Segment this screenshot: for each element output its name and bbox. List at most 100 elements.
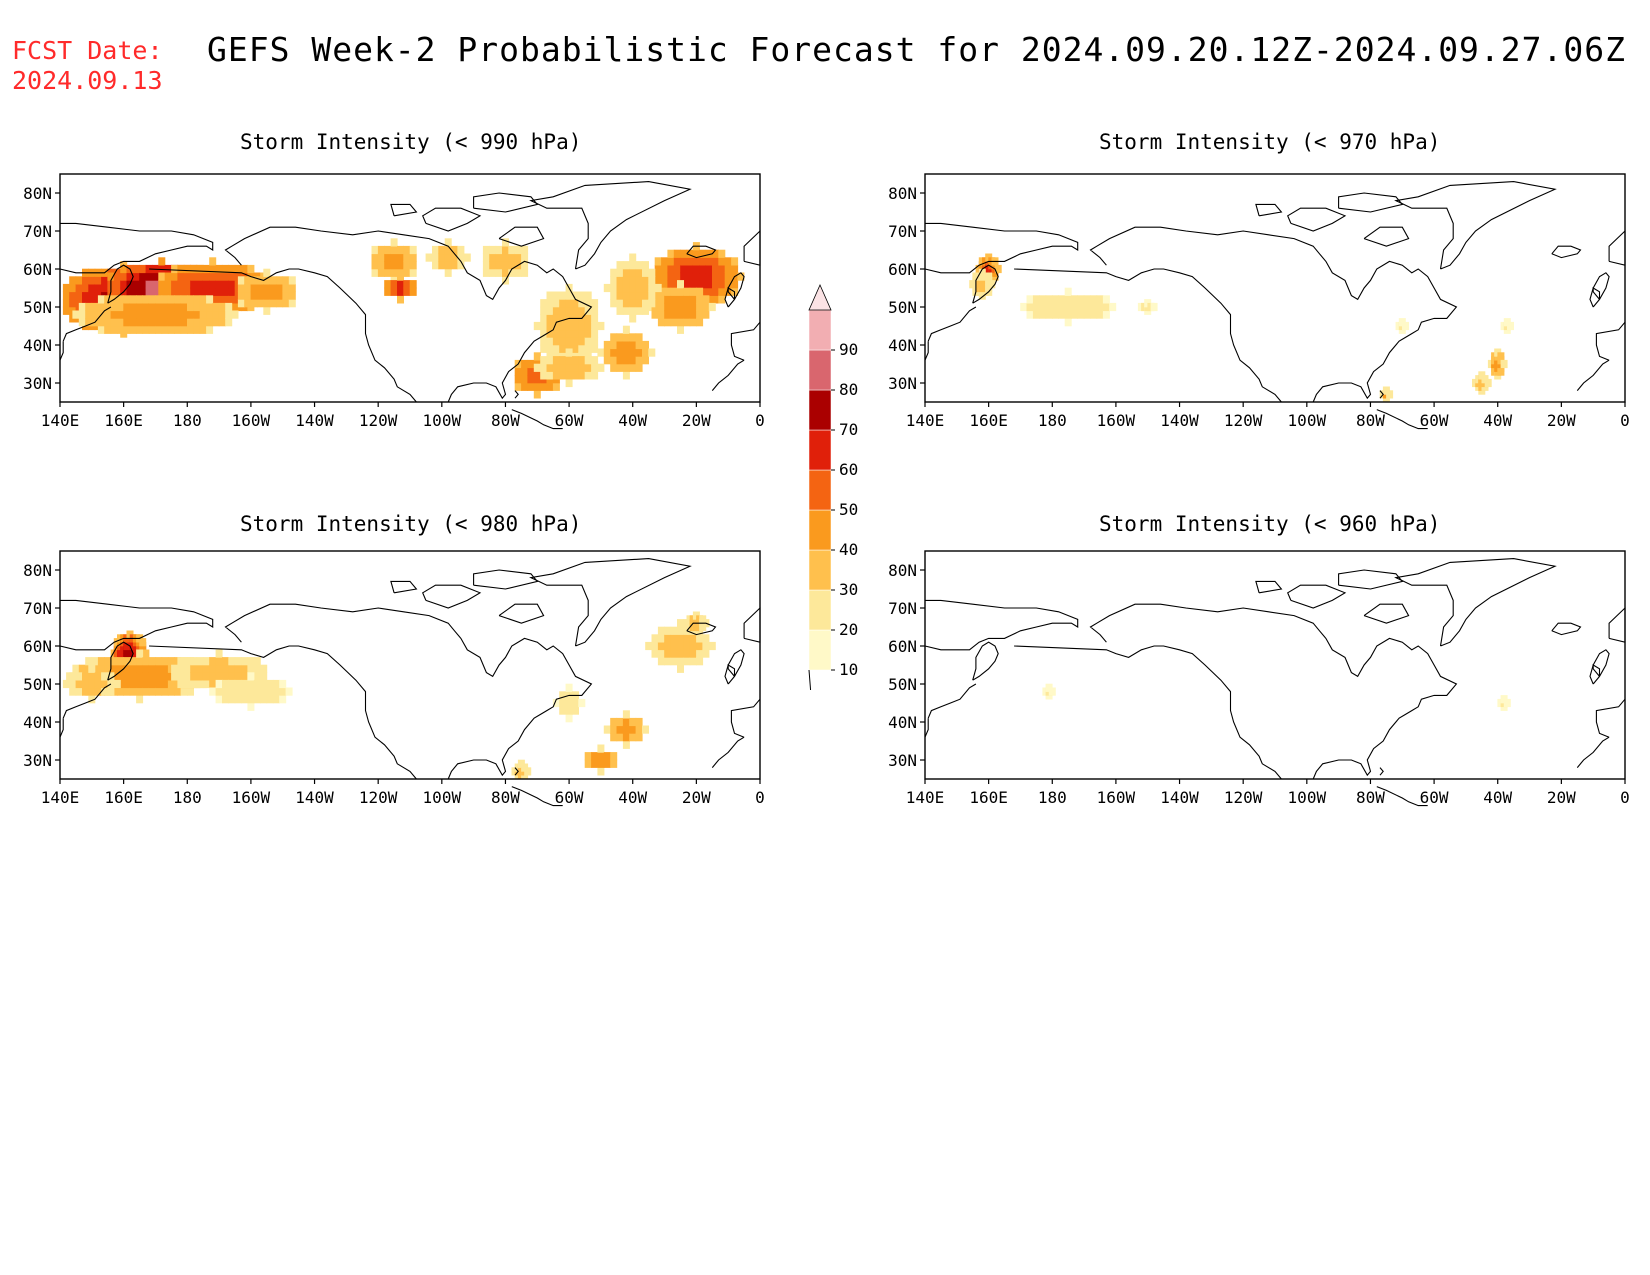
probability-cell [686, 264, 694, 274]
probability-cell [222, 664, 229, 673]
probability-cell [218, 302, 226, 312]
probability-cell [247, 657, 255, 666]
probability-cell [126, 287, 134, 296]
probability-cell [670, 634, 678, 643]
lon-tick-label: 0 [1620, 788, 1630, 807]
probability-cell [673, 249, 681, 258]
probability-cell [206, 325, 214, 334]
lon-tick-label: 160W [232, 788, 271, 807]
probability-cell [584, 329, 592, 338]
probability-cell [397, 253, 404, 262]
panel-title-970: Storm Intensity (< 970 hPa) [1099, 130, 1441, 154]
probability-cell [629, 291, 637, 300]
probability-cell [677, 649, 684, 658]
probability-cell [540, 299, 548, 308]
probability-cell [148, 657, 156, 666]
probability-cell [444, 268, 452, 277]
probability-cell [215, 664, 223, 673]
probability-cell [167, 310, 175, 319]
probability-cell [269, 283, 277, 293]
lon-tick-label: 140E [41, 788, 80, 807]
coastline [1287, 207, 1347, 232]
probability-cell [696, 657, 704, 666]
probability-cell [260, 664, 268, 673]
probability-cell [241, 679, 249, 689]
probability-cell [117, 657, 124, 666]
coastline [727, 664, 736, 677]
probability-cell [215, 657, 223, 666]
probability-cell [670, 649, 678, 658]
probability-cell [578, 344, 586, 353]
probability-cell [145, 272, 153, 281]
colorbar-bin [808, 469, 832, 511]
probability-cell [677, 280, 684, 289]
probability-cell [129, 672, 137, 681]
probability-cell [269, 299, 277, 308]
probability-cell [527, 382, 535, 391]
probability-cell [737, 272, 745, 281]
probability-cell [129, 325, 137, 334]
probability-cell [629, 733, 637, 742]
probability-cell [187, 295, 194, 304]
coastline [730, 698, 761, 738]
probability-cell [110, 318, 118, 327]
probability-cell [164, 272, 172, 281]
probability-cell [263, 276, 271, 285]
probability-field [969, 253, 1514, 403]
probability-cell [215, 295, 223, 304]
coastline [1338, 192, 1404, 213]
probability-cell [635, 261, 643, 270]
probability-cell [616, 340, 624, 350]
probability-cell [597, 744, 605, 753]
probability-cell [489, 261, 497, 270]
lon-tick-label: 20W [1547, 411, 1576, 430]
lon-tick-label: 160E [969, 788, 1008, 807]
coastline [514, 390, 519, 399]
probability-cell [190, 672, 198, 681]
probability-cell [457, 261, 465, 270]
probability-cell [234, 687, 242, 696]
probability-cell [190, 657, 198, 666]
probability-cell [1058, 302, 1066, 312]
probability-cell [1102, 310, 1110, 319]
lon-tick-label: 180 [1038, 411, 1067, 430]
probability-cell [657, 295, 665, 304]
probability-cell [136, 679, 144, 689]
probability-cell [228, 280, 236, 289]
probability-cell [610, 268, 618, 277]
probability-cell [120, 272, 128, 281]
probability-cell [597, 759, 605, 768]
probability-cell [648, 283, 656, 293]
probability-cell [578, 363, 586, 372]
probability-cell [552, 356, 560, 365]
probability-cell [190, 679, 198, 689]
lon-tick-label: 140W [295, 788, 334, 807]
probability-cell [177, 287, 185, 296]
lat-tick-label: 80N [888, 561, 917, 580]
probability-cell [689, 310, 697, 319]
probability-cell [177, 280, 185, 289]
probability-cell [113, 280, 121, 289]
probability-cell [104, 295, 112, 304]
colorbar-bin [808, 429, 832, 471]
probability-cell [88, 672, 96, 681]
coastline [529, 181, 692, 270]
probability-cell [597, 752, 605, 761]
probability-cell [110, 664, 118, 673]
probability-cell [69, 299, 77, 308]
probability-cell [432, 253, 439, 262]
probability-cell [199, 310, 207, 319]
probability-cell [572, 344, 579, 353]
colorbar-bin [808, 629, 832, 671]
probability-cell [584, 356, 592, 365]
probability-cell [142, 302, 150, 312]
probability-cell [603, 356, 611, 365]
probability-cell [610, 733, 618, 742]
probability-cell [552, 314, 560, 323]
probability-cell [1064, 318, 1072, 327]
probability-cell [155, 679, 163, 689]
probability-cell [123, 295, 131, 304]
coastline [724, 272, 745, 308]
probability-cell [578, 306, 586, 315]
probability-cell [260, 672, 268, 681]
